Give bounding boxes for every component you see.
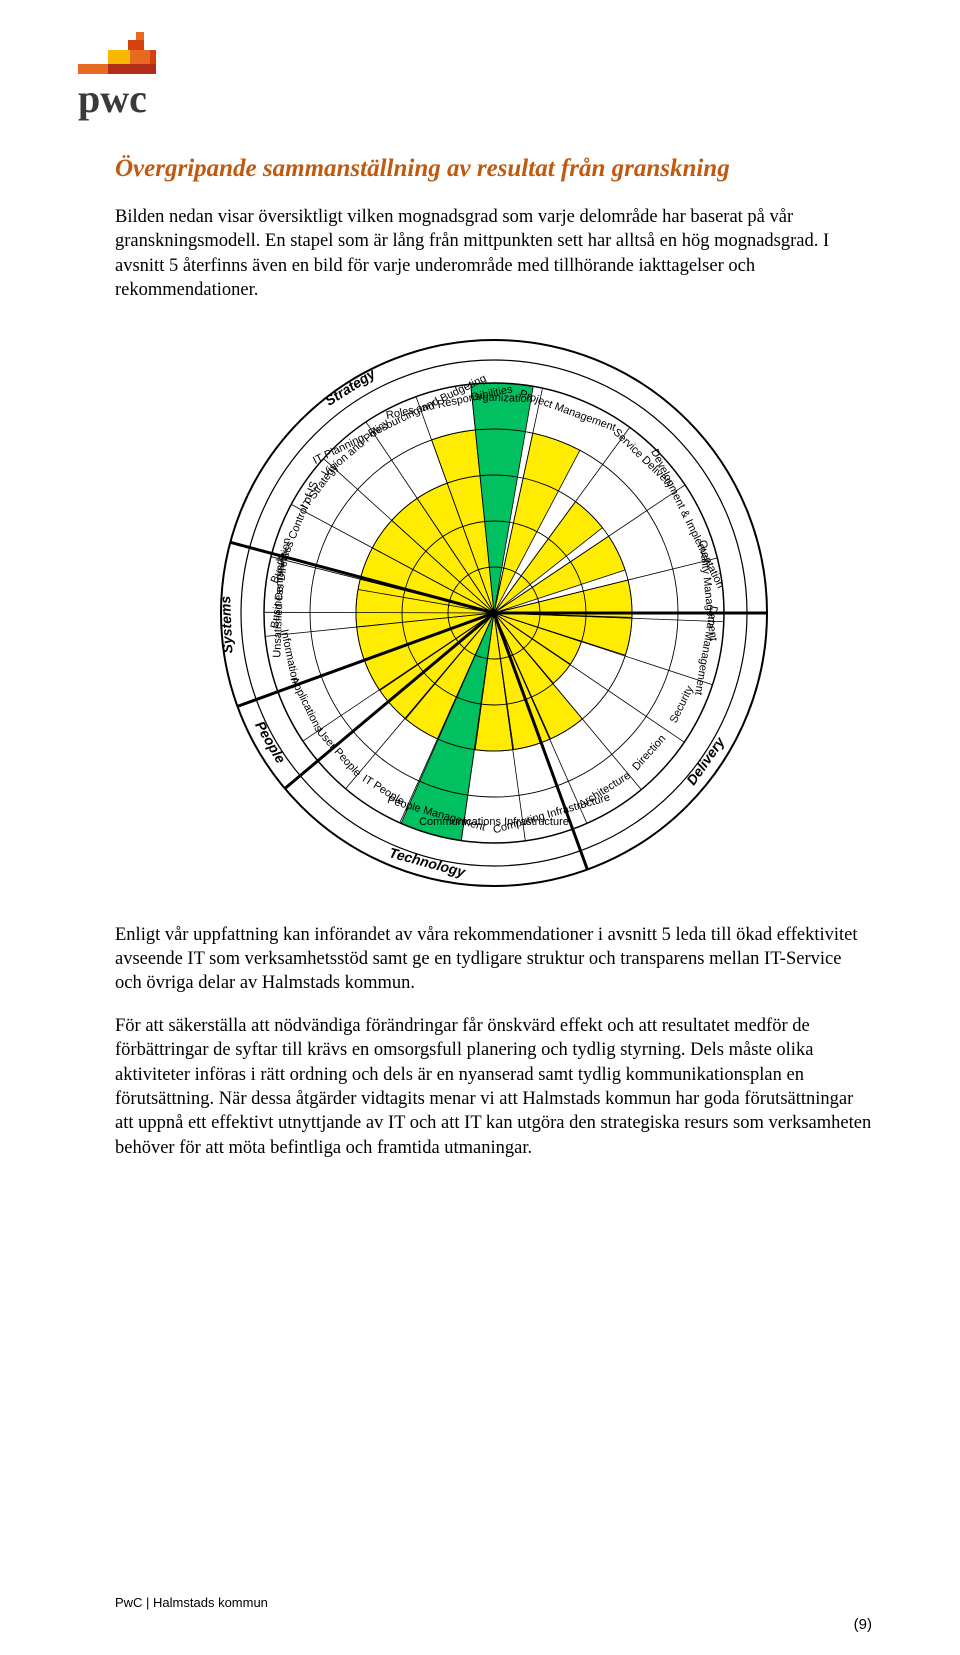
slice-label: Security bbox=[667, 683, 695, 724]
page: pwc Övergripande sammanställning av resu… bbox=[0, 0, 960, 1655]
slice-label: Direction bbox=[630, 732, 668, 772]
page-footer: PwC | Halmstads kommun bbox=[115, 1595, 268, 1610]
analysis-paragraphs: Enligt vår uppfattning kan införandet av… bbox=[115, 923, 872, 1161]
logo-text: pwc bbox=[78, 76, 147, 121]
maturity-radial-chart: Business DirectionBusiness Control of IS… bbox=[214, 333, 774, 893]
para-1: Bilden nedan visar översiktligt vilken m… bbox=[115, 205, 872, 303]
category-label: Delivery bbox=[683, 733, 728, 788]
category-label: Strategy bbox=[322, 364, 379, 408]
para-3: För att säkerställa att nödvändiga förän… bbox=[115, 1014, 872, 1160]
slice-label: IT People bbox=[360, 772, 406, 807]
category-label: Systems bbox=[216, 595, 235, 653]
slice-label: Computing Infrastructure bbox=[491, 791, 611, 836]
intro-paragraphs: Bilden nedan visar översiktligt vilken m… bbox=[115, 205, 872, 303]
page-number: (9) bbox=[854, 1616, 872, 1633]
category-label: Technology bbox=[387, 844, 468, 880]
pwc-logo: pwc bbox=[78, 32, 198, 122]
page-heading: Övergripande sammanställning av resultat… bbox=[115, 155, 872, 183]
slice-label: Data Management bbox=[691, 604, 719, 695]
slice-label: Development & Implementation bbox=[648, 447, 726, 590]
para-2: Enligt vår uppfattning kan införandet av… bbox=[115, 923, 872, 996]
category-label: People bbox=[252, 718, 289, 766]
